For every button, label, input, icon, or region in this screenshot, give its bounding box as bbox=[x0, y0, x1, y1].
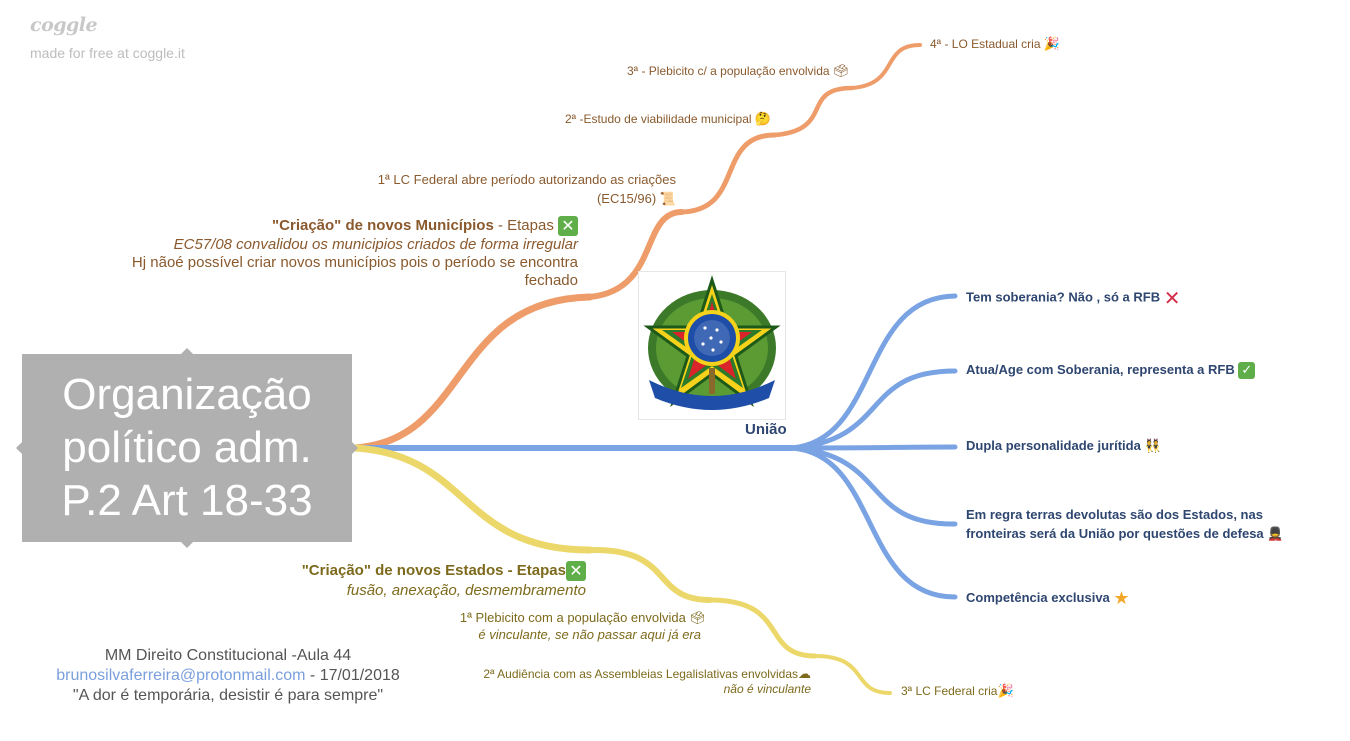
node-mun-step2[interactable]: 2ª -Estudo de viabilidade municipal 🤔 bbox=[565, 112, 771, 127]
branch-est-step1 bbox=[587, 546, 713, 603]
estados-title: "Criação" de novos Estados - Etapas bbox=[301, 562, 566, 579]
mun-step1-text-2: (EC15/96) bbox=[596, 191, 657, 206]
mun-step2-text: 2ª -Estudo de viabilidade municipal bbox=[565, 112, 752, 126]
branch-estados bbox=[351, 444, 594, 554]
branch-municipios bbox=[351, 293, 594, 452]
est-step1-note: é vinculante, se não passar aqui já era bbox=[478, 626, 701, 642]
uniao-item-3-text: Dupla personalidade jurítida bbox=[966, 438, 1141, 453]
guard-icon: 💂 bbox=[1267, 527, 1284, 543]
mun-step4-text: 4ª - LO Estadual cria bbox=[930, 37, 1041, 51]
root-line-3: P.2 Art 18-33 bbox=[61, 476, 313, 525]
cross-mark-button-icon: ✕ bbox=[566, 561, 586, 582]
est-step1-text: 1ª Plebicito com a população envolvida bbox=[459, 610, 686, 625]
uniao-item-soberania[interactable]: Tem soberania? Não , só a RFB ✕ bbox=[966, 286, 1180, 310]
municipios-closed-note-2: fechado bbox=[524, 272, 578, 289]
root-line-1: Organização bbox=[62, 370, 312, 419]
root-connector-top bbox=[181, 342, 193, 354]
mun-step1-text: 1ª LC Federal abre período autorizando a… bbox=[377, 172, 676, 187]
root-connector-right bbox=[352, 442, 364, 454]
branch-uniao-1 bbox=[789, 293, 958, 451]
node-est-step2[interactable]: 2ª Audiência com as Assembleias Legalisl… bbox=[430, 667, 811, 696]
scroll-icon: 📜 bbox=[659, 192, 676, 208]
municipios-closed-note: Hj nãoé possível criar novos municípios … bbox=[131, 254, 578, 271]
uniao-item-competencia[interactable]: Competência exclusiva ★ bbox=[966, 588, 1130, 609]
footer-quote: "A dor é temporária, desistir é para sem… bbox=[72, 687, 384, 704]
root-line-2: político adm. bbox=[62, 423, 312, 472]
made-for-free-link[interactable]: made for free at coggle.it bbox=[30, 45, 185, 61]
branch-uniao-4 bbox=[789, 445, 958, 527]
check-mark-button-icon: ✓ bbox=[1238, 362, 1256, 380]
coat-of-arms-of-brazil-icon bbox=[643, 275, 781, 410]
branch-uniao-3 bbox=[789, 444, 958, 451]
cloud-icon: ☁ bbox=[798, 666, 811, 682]
ballot-box-icon: 🗳 bbox=[832, 64, 850, 80]
party-popper-icon: 🎉 bbox=[1043, 37, 1061, 53]
branch-uniao-2 bbox=[789, 368, 958, 451]
node-est-step3[interactable]: 3ª LC Federal cria🎉 bbox=[901, 684, 1014, 699]
branch-mun-step3 bbox=[772, 85, 855, 138]
branch-mun-step2 bbox=[679, 132, 778, 215]
footer-note: MM Direito Constitucional -Aula 44 bruno… bbox=[30, 646, 426, 706]
uniao-item-terras[interactable]: Em regra terras devolutas são dos Estado… bbox=[966, 505, 1283, 544]
branch-est-step2 bbox=[707, 597, 818, 659]
branch-mun-step4 bbox=[850, 43, 922, 90]
thinking-face-icon: 🤔 bbox=[754, 112, 772, 128]
footer-date: - 17/01/2018 bbox=[305, 667, 400, 684]
root-connector-bottom bbox=[181, 542, 193, 554]
branch-uniao-5 bbox=[789, 445, 958, 600]
coat-of-arms-image[interactable] bbox=[638, 271, 786, 420]
mun-step3-text: 3ª - Plebicito c/ a população envolvida bbox=[627, 64, 830, 78]
est-step2-note: não é vinculante bbox=[723, 681, 811, 696]
node-mun-step3[interactable]: 3ª - Plebicito c/ a população envolvida … bbox=[627, 64, 849, 79]
root-node[interactable]: Organização político adm. P.2 Art 18-33 bbox=[16, 348, 358, 548]
uniao-item-dupla[interactable]: Dupla personalidade jurítida 👯 bbox=[966, 438, 1161, 454]
branch-mun-step1 bbox=[587, 209, 685, 300]
uniao-item-atua[interactable]: Atua/Age com Soberania, representa a RFB… bbox=[966, 362, 1256, 380]
municipios-title: "Criação" de novos Municípios bbox=[272, 216, 494, 234]
est-step3-text: 3ª LC Federal cria bbox=[901, 684, 998, 698]
footer-email-link[interactable]: brunosilvaferreira@protonmail.com bbox=[56, 667, 306, 684]
cross-mark-icon: ✕ bbox=[1163, 286, 1181, 310]
star-icon: ★ bbox=[1113, 588, 1130, 609]
uniao-item-2-text: Atua/Age com Soberania, representa a RFB bbox=[966, 362, 1235, 377]
ballot-box-icon: 🗳 bbox=[689, 610, 706, 626]
footer-course: MM Direito Constitucional -Aula 44 bbox=[104, 647, 352, 664]
uniao-item-4-text-2: fronteiras será da União por questões de… bbox=[966, 526, 1264, 541]
uniao-item-5-text: Competência exclusiva bbox=[966, 589, 1110, 605]
coggle-logo[interactable]: coggle bbox=[30, 14, 98, 36]
node-mun-step1[interactable]: 1ª LC Federal abre período autorizando a… bbox=[330, 170, 676, 209]
node-uniao[interactable]: União bbox=[745, 421, 787, 438]
uniao-item-1-text: Tem soberania? Não , só a RFB bbox=[966, 289, 1161, 305]
est-step2-text: 2ª Audiência com as Assembleias Legalisl… bbox=[483, 667, 798, 681]
root-connector-left bbox=[10, 442, 22, 454]
node-mun-step4[interactable]: 4ª - LO Estadual cria 🎉 bbox=[930, 37, 1060, 52]
node-est-step1[interactable]: 1ª Plebicito com a população envolvida 🗳… bbox=[380, 610, 706, 643]
node-municipios[interactable]: "Criação" de novos Municípios - Etapas ✕… bbox=[110, 216, 578, 290]
municipios-ec57-note: EC57/08 convalidou os municipios criados… bbox=[173, 236, 578, 253]
branch-est-step3 bbox=[813, 654, 892, 695]
node-estados[interactable]: "Criação" de novos Estados - Etapas ✕ fus… bbox=[250, 561, 586, 600]
uniao-item-4-text: Em regra terras devolutas são dos Estado… bbox=[966, 507, 1263, 522]
people-icon: 👯 bbox=[1144, 439, 1161, 455]
estados-subtitle: fusão, anexação, desmembramento bbox=[346, 582, 586, 600]
cross-mark-button-icon: ✕ bbox=[558, 216, 578, 236]
municipios-title-suffix: - Etapas bbox=[493, 216, 554, 234]
party-popper-icon: 🎉 bbox=[997, 684, 1014, 700]
